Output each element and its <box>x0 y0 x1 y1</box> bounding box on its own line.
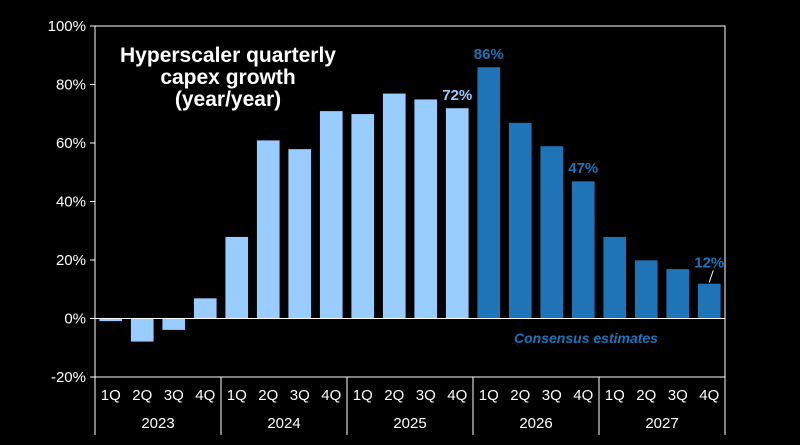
bar-actual <box>224 236 249 319</box>
y-tick-label: 40% <box>56 194 86 211</box>
x-quarter-label: 3Q <box>416 387 436 404</box>
bar-actual <box>319 110 344 319</box>
x-quarter-label: 3Q <box>668 387 688 404</box>
data-label: 47% <box>568 160 598 177</box>
x-year-label: 2026 <box>519 415 552 432</box>
x-year-label: 2023 <box>141 415 174 432</box>
x-year-label: 2027 <box>645 415 678 432</box>
x-quarter-label: 1Q <box>101 387 121 404</box>
bar-estimate <box>602 236 627 319</box>
bar-actual <box>130 318 155 343</box>
data-label: 86% <box>474 46 504 63</box>
bar-actual <box>256 139 281 319</box>
x-quarter-label: 2Q <box>384 387 404 404</box>
x-quarter-label: 3Q <box>542 387 562 404</box>
bar-actual <box>382 92 407 319</box>
x-quarter-label: 2Q <box>258 387 278 404</box>
bar-actual <box>445 107 470 319</box>
bars <box>95 66 725 343</box>
consensus-estimates-note: Consensus estimates <box>514 330 658 346</box>
bar-estimate <box>476 66 501 319</box>
x-quarter-label: 3Q <box>290 387 310 404</box>
x-quarter-label: 4Q <box>699 387 719 404</box>
bar-estimate <box>665 268 690 319</box>
y-tick-label: 80% <box>56 77 86 94</box>
bar-actual <box>413 98 438 319</box>
bar-estimate <box>634 259 659 319</box>
data-labels: 72% 86% 47% 12% <box>442 46 724 283</box>
x-quarter-label: 4Q <box>321 387 341 404</box>
bar-estimate <box>571 180 596 319</box>
x-quarter-label: 1Q <box>605 387 625 404</box>
y-tick-label: 0% <box>64 311 86 328</box>
bar-actual <box>161 318 186 331</box>
bar-estimate <box>508 122 533 319</box>
x-quarter-label: 1Q <box>479 387 499 404</box>
x-quarter-label: 2Q <box>636 387 656 404</box>
x-quarter-label: 4Q <box>447 387 467 404</box>
x-quarter-label: 4Q <box>573 387 593 404</box>
x-quarter-label: 4Q <box>195 387 215 404</box>
x-quarter-label: 3Q <box>164 387 184 404</box>
x-year-label: 2025 <box>393 415 426 432</box>
x-axis: 1Q 2Q 3Q 4Q 1Q 2Q 3Q 4Q 1Q 2Q 3Q 4Q 1Q 2Q 3Q 4Q 1Q 2Q 3Q 4Q… <box>94 377 726 435</box>
x-quarter-label: 2Q <box>132 387 152 404</box>
chart-title-line-3: (year/year) <box>175 88 281 111</box>
data-label: 12% <box>694 254 724 271</box>
x-quarter-label: 2Q <box>510 387 530 404</box>
chart-title-line-2: capex growth <box>160 66 295 89</box>
y-tick-label: 100% <box>48 18 86 35</box>
y-tick-label: -20% <box>51 369 86 386</box>
bar-actual <box>193 297 218 319</box>
bar-actual <box>350 113 375 319</box>
y-axis: -20% 0% 20% 40% 60% 80% 100% <box>48 18 95 386</box>
data-label: 72% <box>442 87 472 104</box>
bar-estimate <box>697 283 722 319</box>
bar-actual <box>287 148 312 319</box>
x-quarter-label: 1Q <box>353 387 373 404</box>
x-quarter-label: 1Q <box>227 387 247 404</box>
bar-estimate <box>539 145 564 319</box>
data-label-leader <box>708 270 714 283</box>
x-year-label: 2024 <box>267 415 300 432</box>
y-tick-label: 20% <box>56 252 86 269</box>
chart-title-line-1: Hyperscaler quarterly <box>120 44 336 67</box>
y-tick-label: 60% <box>56 135 86 152</box>
